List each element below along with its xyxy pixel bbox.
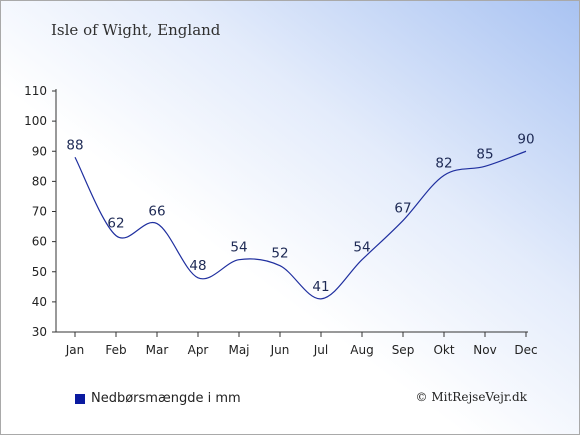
legend-swatch <box>75 393 85 404</box>
x-tick-label: Okt <box>433 343 454 357</box>
x-tick-label: Feb <box>105 343 126 357</box>
x-tick-label: Dec <box>514 343 537 357</box>
data-label: 54 <box>230 240 247 256</box>
y-tick-label: 30 <box>32 325 47 339</box>
data-label: 62 <box>107 216 124 232</box>
legend: Nedbørsmængde i mm <box>75 391 241 406</box>
series-line <box>74 150 527 300</box>
data-label: 54 <box>353 240 370 256</box>
x-tick-label: Jan <box>65 343 85 357</box>
x-tick-label: Apr <box>188 343 209 357</box>
x-tick-label: Aug <box>350 343 373 357</box>
y-tick-label: 90 <box>32 144 47 158</box>
y-tick-label: 50 <box>32 265 47 279</box>
y-tick-label: 40 <box>32 295 47 309</box>
data-label: 66 <box>148 204 165 220</box>
y-tick-label: 110 <box>24 84 47 98</box>
data-label: 88 <box>66 137 83 153</box>
y-tick-label: 100 <box>24 114 47 128</box>
x-tick-label: Mar <box>146 343 169 357</box>
legend-label: Nedbørsmængde i mm <box>91 391 241 406</box>
data-label: 52 <box>271 246 288 262</box>
y-tick-label: 70 <box>32 205 47 219</box>
data-label: 67 <box>394 201 411 217</box>
credit-text: © MitRejseVejr.dk <box>415 390 527 404</box>
data-label: 90 <box>517 131 534 147</box>
x-tick-label: Nov <box>473 343 496 357</box>
y-tick-label: 80 <box>32 174 47 188</box>
data-label: 41 <box>312 279 329 295</box>
x-tick-label: Jun <box>270 343 290 357</box>
data-label: 85 <box>476 146 493 162</box>
x-tick-label: Jul <box>313 343 328 357</box>
data-label: 48 <box>189 258 206 274</box>
data-label: 82 <box>435 155 452 171</box>
x-tick-label: Maj <box>228 343 249 357</box>
y-tick-label: 60 <box>32 235 47 249</box>
x-tick-label: Sep <box>392 343 415 357</box>
chart-title: Isle of Wight, England <box>51 21 221 39</box>
